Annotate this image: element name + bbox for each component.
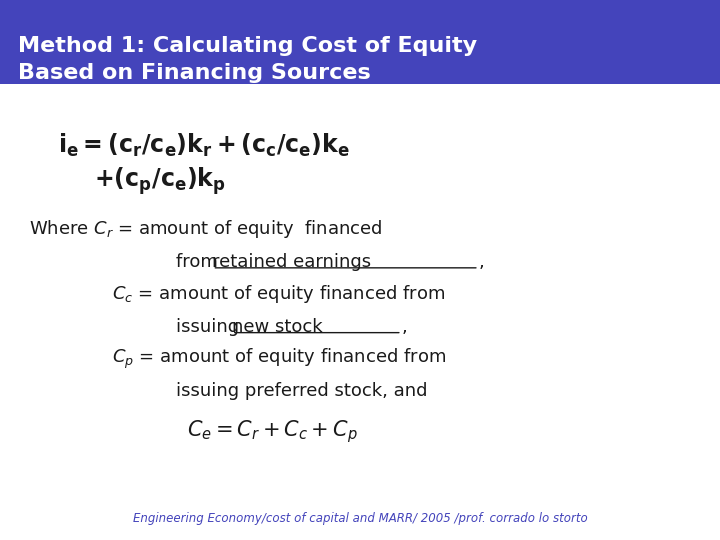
Text: issuing preferred stock, and: issuing preferred stock, and	[176, 382, 428, 401]
Text: $C_p$ = amount of equity financed from: $C_p$ = amount of equity financed from	[112, 347, 446, 371]
Text: Method 1: Calculating Cost of Equity: Method 1: Calculating Cost of Equity	[18, 36, 477, 56]
Text: new stock: new stock	[232, 318, 323, 336]
Text: ,: ,	[479, 253, 485, 271]
Text: issuing: issuing	[176, 318, 246, 336]
Text: Based on Financing Sources: Based on Financing Sources	[18, 63, 371, 83]
Text: $C_e = C_r + C_c + C_p$: $C_e = C_r + C_c + C_p$	[187, 418, 358, 445]
Text: Engineering Economy/cost of capital and MARR/ 2005 /prof. corrado lo storto: Engineering Economy/cost of capital and …	[132, 512, 588, 525]
Text: retained earnings: retained earnings	[212, 253, 372, 271]
FancyBboxPatch shape	[0, 0, 720, 84]
Text: ,: ,	[402, 318, 408, 336]
Text: Where $C_r$ = amount of equity  financed: Where $C_r$ = amount of equity financed	[29, 219, 382, 240]
Text: $\mathbf{+(c_p/c_e)k_p}$: $\mathbf{+(c_p/c_e)k_p}$	[94, 165, 225, 197]
Text: $\mathbf{i_e = (c_r/c_e)k_r + (c_c/c_e)k_e}$: $\mathbf{i_e = (c_r/c_e)k_r + (c_c/c_e)k…	[58, 132, 350, 159]
Text: $C_c$ = amount of equity financed from: $C_c$ = amount of equity financed from	[112, 284, 445, 305]
Text: from: from	[176, 253, 224, 271]
